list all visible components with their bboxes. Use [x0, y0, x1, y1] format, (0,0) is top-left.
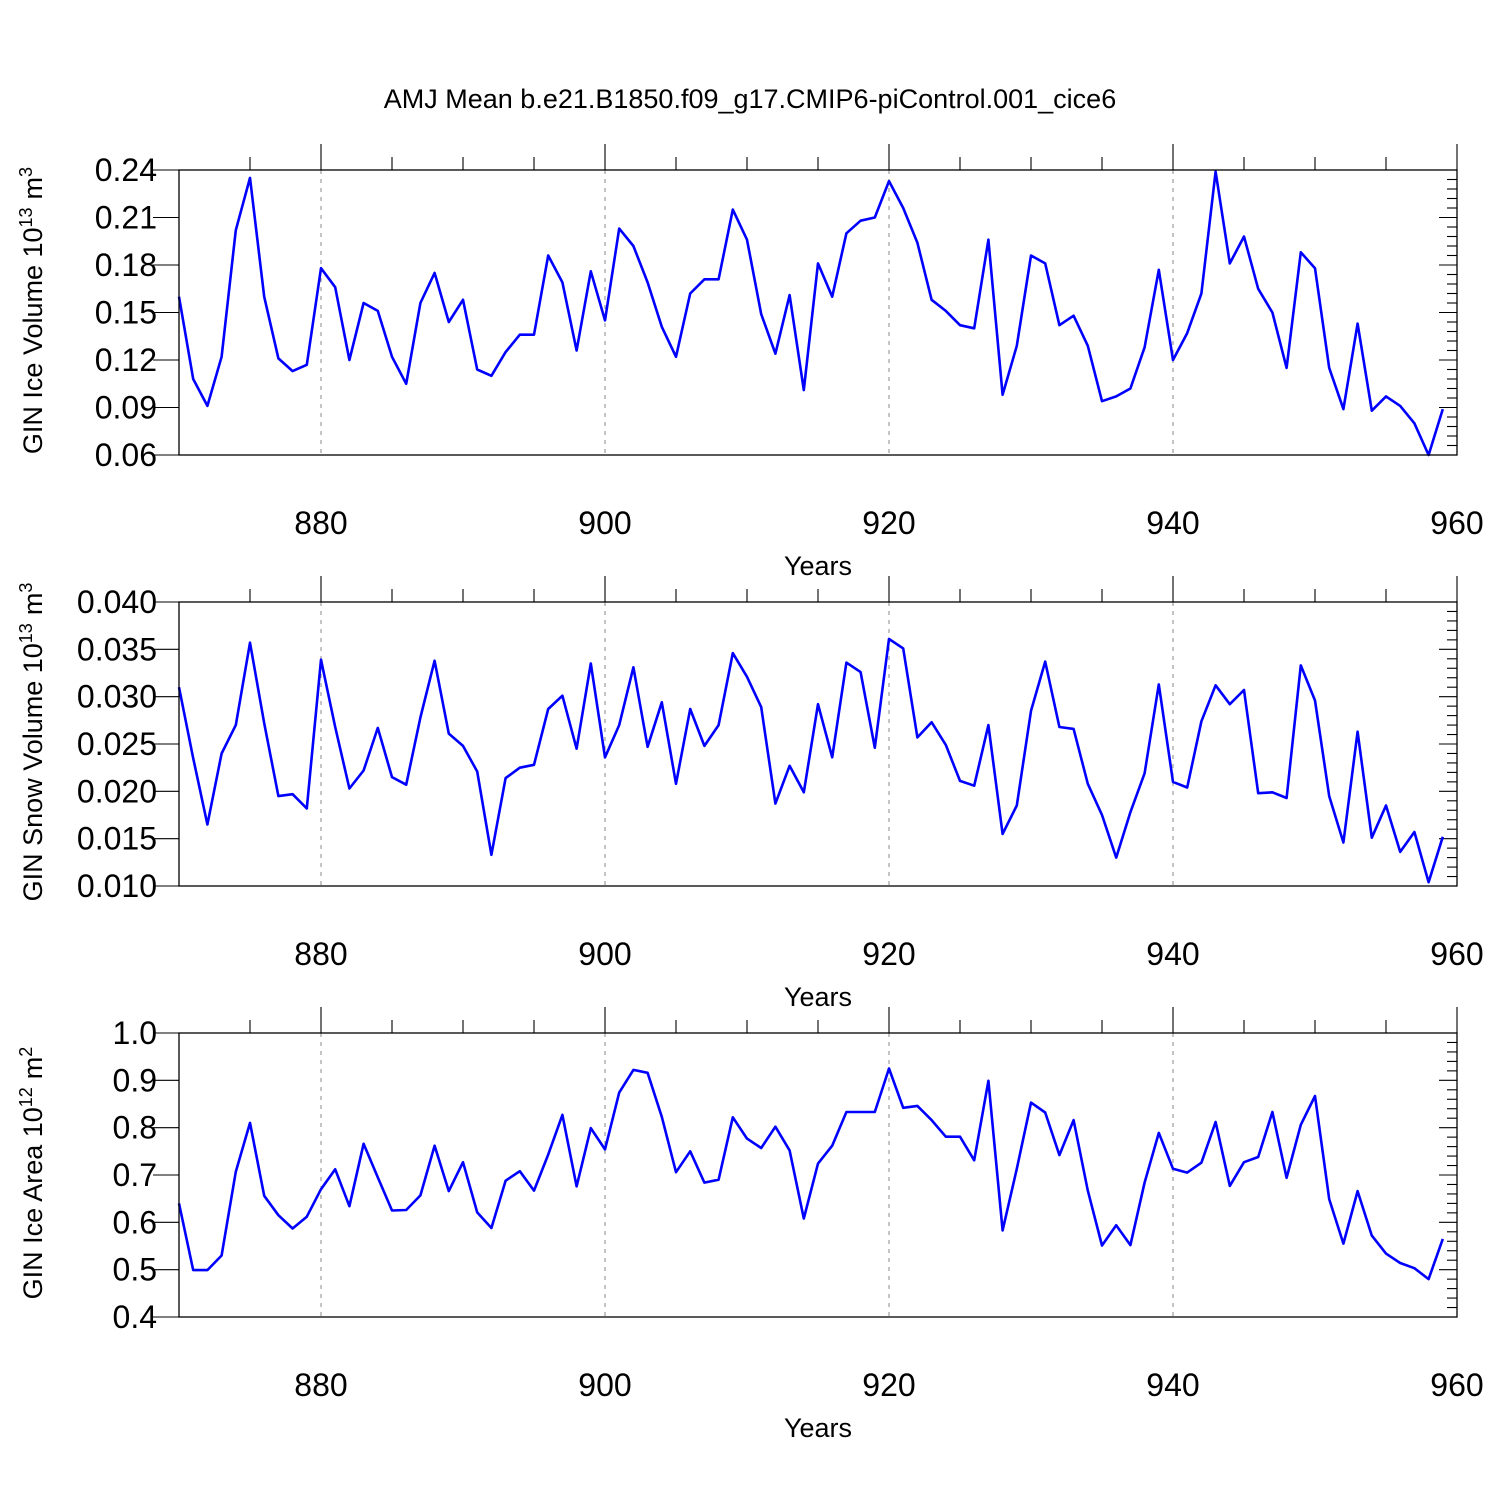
y-axis-title-exp: 13 [16, 623, 36, 643]
y-tick-label: 0.7 [113, 1157, 157, 1193]
y-tick-label: 0.06 [95, 437, 157, 473]
y-tick-label: 1.0 [113, 1015, 157, 1051]
panel-snow-volume: 880 900 920 940 960 0.010 0.015 0.020 0.025 0.03… [16, 576, 1484, 1012]
y-axis-title-unit: m [18, 593, 48, 616]
x-tick-label: 900 [578, 505, 631, 541]
y-axis-title-main: GIN Snow Volume 10 [18, 643, 48, 901]
y-tick-label: 0.21 [95, 200, 157, 236]
plot-frame [178, 601, 1458, 887]
y-axis-title-unit: m [18, 1057, 48, 1080]
y-axis-title-unit-exp: 3 [16, 167, 36, 177]
plot-frame [178, 1032, 1458, 1318]
y-tick-label: 0.035 [77, 631, 157, 667]
y-tick-label: 0.030 [77, 679, 157, 715]
x-tick-label: 900 [578, 936, 631, 972]
x-tick-label: 960 [1430, 505, 1483, 541]
x-tick-label: 960 [1430, 1367, 1483, 1403]
x-tick-label: 880 [294, 936, 347, 972]
series-line [177, 637, 1445, 884]
y-axis-title-exp: 12 [16, 1087, 36, 1107]
y-tick-label: 0.020 [77, 773, 157, 809]
x-tick-label: 940 [1146, 936, 1199, 972]
y-tick-label: 0.18 [95, 247, 157, 283]
y-axis-title-exp: 13 [16, 207, 36, 227]
y-tick-label: 0.8 [113, 1110, 157, 1146]
x-tick-label: 880 [294, 1367, 347, 1403]
y-tick-label: 0.010 [77, 868, 157, 904]
y-tick-label: 0.15 [95, 295, 157, 331]
y-tick-label: 0.9 [113, 1062, 157, 1098]
x-tick-label: 940 [1146, 505, 1199, 541]
y-axis-title: GIN Snow Volume 1013 m3 [16, 583, 48, 902]
y-tick-label: 0.040 [77, 584, 157, 620]
x-tick-label: 920 [862, 1367, 915, 1403]
x-axis-title: Years [784, 982, 852, 1012]
y-axis-title: GIN Ice Area 1012 m2 [16, 1047, 48, 1300]
y-tick-label: 0.12 [95, 342, 157, 378]
y-tick-label: 0.025 [77, 726, 157, 762]
y-axis-title-main: GIN Ice Area 10 [18, 1107, 48, 1299]
y-tick-label: 0.09 [95, 390, 157, 426]
y-axis-title-main: GIN Ice Volume 10 [18, 227, 48, 454]
x-tick-label: 880 [294, 505, 347, 541]
x-tick-label: 920 [862, 936, 915, 972]
y-tick-label: 0.24 [95, 152, 157, 188]
y-axis-title-unit: m [18, 177, 48, 200]
y-tick-label: 0.4 [113, 1299, 157, 1335]
y-tick-label: 0.5 [113, 1252, 157, 1288]
x-tick-label: 960 [1430, 936, 1483, 972]
y-axis-title-unit-exp: 3 [16, 583, 36, 593]
figure-title: AMJ Mean b.e21.B1850.f09_g17.CMIP6-piCon… [384, 84, 1116, 114]
y-tick-label: 0.6 [113, 1204, 157, 1240]
plot-frame [178, 169, 1458, 456]
x-axis-title: Years [784, 1413, 852, 1443]
y-tick-label: 0.015 [77, 821, 157, 857]
series-line [177, 1067, 1445, 1281]
x-axis-title: Years [784, 551, 852, 581]
y-axis-title-unit-exp: 2 [16, 1047, 36, 1057]
x-tick-label: 920 [862, 505, 915, 541]
y-axis-title: GIN Ice Volume 1013 m3 [16, 167, 48, 454]
x-tick-label: 900 [578, 1367, 631, 1403]
panel-ice-volume: 880 900 920 940 960 0.06 0.09 0.12 0.15 0.18 0.21… [16, 144, 1484, 581]
panel-ice-area: 880 900 920 940 960 0.4 0.5 0.6 0.7 0.8 0.9 1.0 Ye… [16, 1007, 1484, 1443]
series-line [177, 170, 1445, 457]
x-tick-label: 940 [1146, 1367, 1199, 1403]
